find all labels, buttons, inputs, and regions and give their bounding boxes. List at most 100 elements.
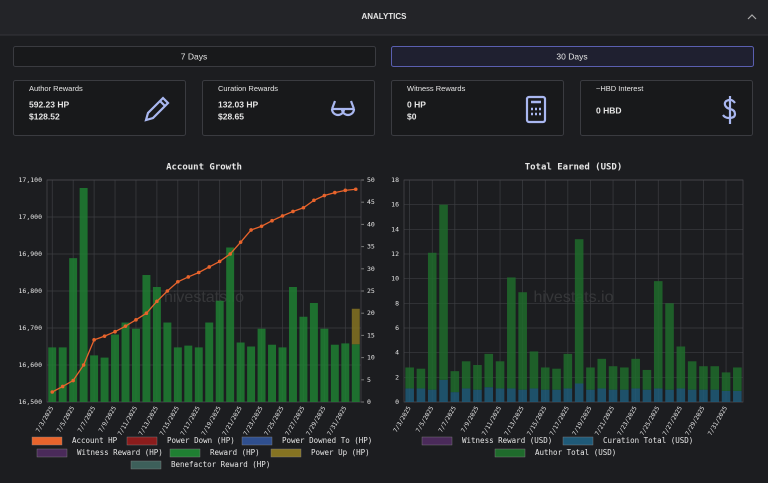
bar-segment [540, 389, 550, 402]
bar-segment [100, 357, 109, 402]
line-point [333, 190, 337, 195]
bar-segment [721, 390, 731, 402]
line-point [155, 299, 159, 304]
bar-segment [142, 275, 151, 402]
y-tick-label: 14 [391, 225, 399, 233]
line-point [196, 270, 201, 275]
stat-card [202, 80, 375, 136]
bar-segment [111, 334, 120, 402]
icons [144, 95, 737, 124]
bar-segment [247, 346, 256, 402]
bar-segment [299, 316, 308, 402]
legend-swatch [421, 436, 453, 446]
bar-segment [529, 351, 539, 389]
bar-segment [495, 388, 505, 402]
range-button[interactable] [391, 46, 754, 67]
legend-swatch [494, 448, 526, 458]
y-tick-label: 0 [395, 398, 399, 406]
bar-segment [215, 300, 224, 402]
bar-segment [563, 353, 573, 389]
legend-swatch [126, 436, 158, 446]
bar-segment [540, 367, 550, 390]
y-tick-label: 16,500 [19, 398, 43, 406]
card-value: 132.03 HP [218, 99, 258, 109]
bar-segment [257, 328, 266, 402]
card-title: Witness Rewards [407, 84, 466, 93]
y-tick-label: 4 [395, 349, 399, 357]
bar-segment [574, 239, 584, 384]
legend-label: Account HP [72, 436, 118, 445]
collapse-chevron[interactable] [747, 14, 757, 20]
watermark: hivestats.io [164, 289, 244, 306]
bar-segment [278, 347, 287, 402]
pencil-icon [144, 96, 170, 122]
bar-segment [710, 389, 720, 402]
plot-frame [46, 179, 362, 403]
line-point [249, 228, 253, 232]
bar-segment [473, 389, 482, 402]
line-point [176, 279, 180, 284]
line-point [217, 259, 222, 264]
y2-tick-label: 0 [367, 398, 371, 406]
bar-segment [620, 389, 629, 402]
bar-segment [341, 343, 350, 402]
card-value: $128.52 [29, 111, 60, 121]
calculator-icon [525, 95, 547, 124]
y-tick-label: 6 [395, 324, 399, 332]
bar-segment [439, 379, 448, 402]
bar-segment [676, 346, 686, 389]
bar-segment [163, 322, 172, 402]
line-point [113, 329, 117, 334]
bar-segment [309, 302, 318, 402]
bar-segment [236, 342, 245, 402]
bar-segment [48, 347, 57, 402]
bar-segment [173, 347, 182, 402]
bar-segment [131, 328, 140, 402]
y2-tick-label: 50 [367, 176, 375, 184]
bar-segment [194, 347, 203, 402]
bar-segment [597, 388, 607, 402]
bar-segment [268, 344, 277, 402]
bar-segment [653, 388, 663, 402]
line-point [71, 378, 75, 383]
y-tick-label: 18 [391, 176, 399, 184]
range-button[interactable] [13, 46, 376, 67]
bar-segment [461, 388, 471, 402]
stat-card [580, 80, 753, 136]
y2-tick-label: 20 [367, 309, 375, 317]
bar-segment [642, 369, 652, 390]
line-point [50, 390, 55, 394]
bar-segment [121, 322, 130, 402]
line-point [228, 252, 232, 256]
bar-segment [507, 277, 516, 389]
legend-label: Reward (HP) [210, 448, 260, 457]
stat-card [13, 80, 186, 136]
bar-segment [205, 322, 214, 402]
bar-segment [631, 358, 640, 389]
bar-segment [416, 388, 426, 402]
legend-label: Benefactor Reward (HP) [171, 460, 270, 469]
legend-swatch [241, 436, 273, 446]
legend-label: Power Downed To (HP) [282, 436, 372, 445]
bar-segment [330, 344, 339, 402]
bar-segment [461, 361, 471, 389]
bar-segment [416, 368, 426, 389]
plot-frame [403, 179, 744, 403]
card-title: Curation Rewards [218, 84, 278, 93]
y2-tick-label: 40 [367, 220, 375, 228]
line-point [134, 318, 138, 322]
bar-segment [184, 345, 193, 402]
legend-label: Power Up (HP) [311, 448, 370, 457]
bar-segment [665, 303, 674, 390]
line-point [81, 363, 86, 367]
bar-segment [439, 204, 448, 380]
y-tick-label: 2 [395, 373, 399, 381]
bar-segment [699, 389, 708, 402]
bar-segment [507, 388, 516, 402]
bar-segment [405, 388, 414, 402]
legend-swatch [562, 436, 594, 446]
y-tick-label: 17,000 [19, 213, 43, 221]
bar-segment [676, 388, 686, 402]
line-point [238, 240, 243, 244]
